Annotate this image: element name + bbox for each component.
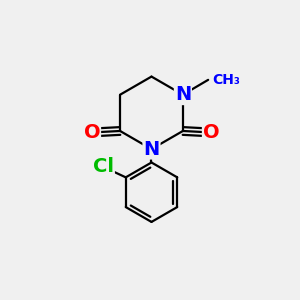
Text: O: O: [203, 123, 219, 142]
Text: N: N: [143, 140, 160, 159]
Text: O: O: [83, 123, 100, 142]
Text: CH₃: CH₃: [213, 73, 241, 87]
Text: N: N: [175, 85, 191, 104]
Text: Cl: Cl: [93, 158, 114, 176]
